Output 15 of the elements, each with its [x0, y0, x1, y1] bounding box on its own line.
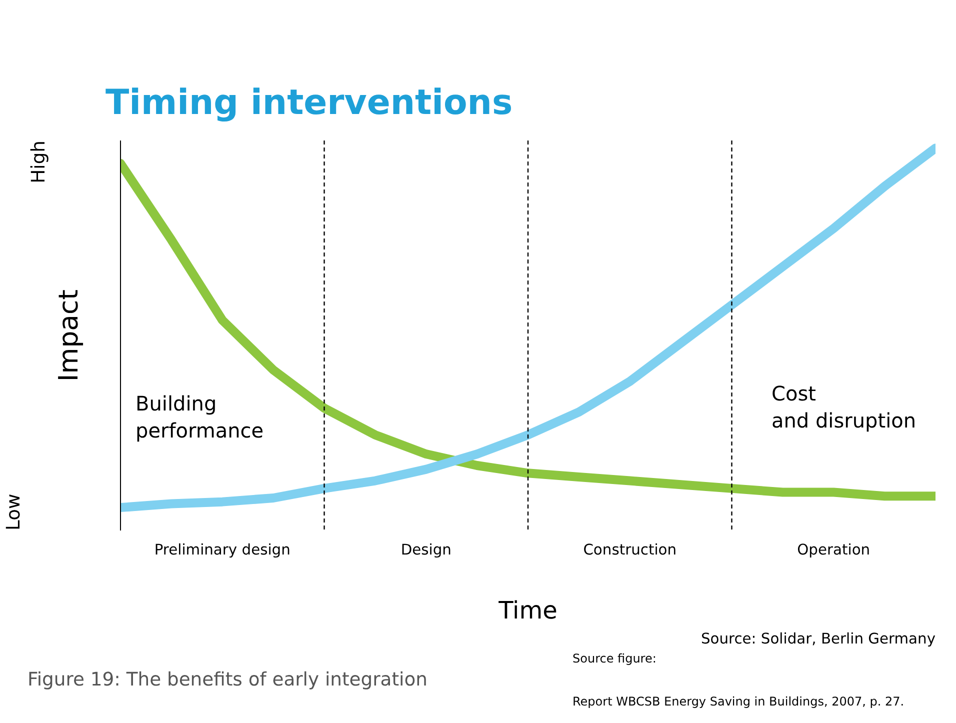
text: High [28, 140, 50, 184]
text: Low [4, 494, 24, 530]
caption: Figure 19: The benefits of early integration [28, 670, 428, 690]
y-axis-title: Impact [54, 289, 84, 382]
x-tick-label: Operation [797, 542, 870, 558]
x-tick-label: Design [400, 542, 452, 558]
x-tick-label: Construction [583, 542, 677, 558]
x-tick-label: Preliminary design [154, 542, 290, 558]
source-note: Source: Solidar, Berlin Germany [700, 630, 936, 648]
annotation: Building performance [136, 392, 264, 442]
x-axis-title: Time [498, 596, 558, 624]
annotation: Cost and disruption [772, 382, 916, 432]
text: Report WBCSB Energy Saving in Buildings, 2007, p. 27. [572, 694, 904, 708]
chart-title: Timing interventions [106, 83, 513, 123]
source-note: Source figure: [572, 652, 656, 666]
